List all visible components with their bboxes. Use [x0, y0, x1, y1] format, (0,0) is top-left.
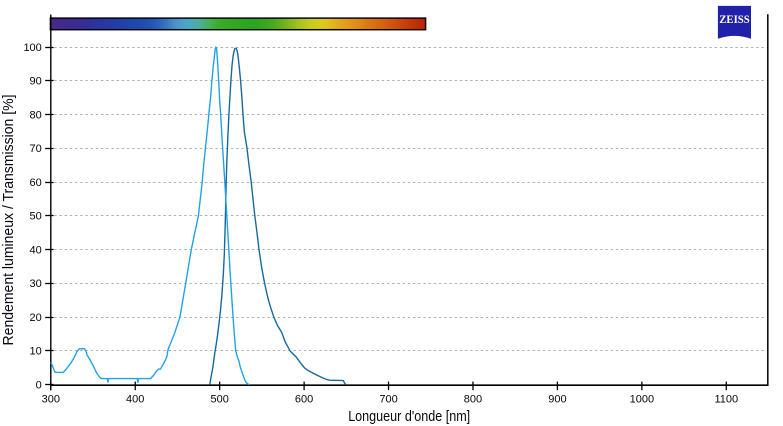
svg-text:0: 0: [36, 380, 42, 392]
svg-text:700: 700: [379, 394, 397, 406]
svg-text:600: 600: [295, 394, 313, 406]
svg-text:50: 50: [30, 211, 42, 223]
svg-text:70: 70: [30, 143, 42, 155]
svg-text:90: 90: [30, 76, 42, 88]
svg-text:500: 500: [210, 394, 228, 406]
svg-text:800: 800: [464, 394, 482, 406]
svg-text:Longueur d'onde [nm]: Longueur d'onde [nm]: [348, 408, 470, 425]
svg-text:40: 40: [30, 244, 42, 256]
svg-text:ZEISS: ZEISS: [719, 12, 750, 26]
svg-text:30: 30: [30, 278, 42, 290]
svg-text:20: 20: [30, 312, 42, 324]
svg-text:100: 100: [23, 42, 41, 54]
svg-text:Rendement lumineux / Transmiss: Rendement lumineux / Transmission [%]: [0, 95, 17, 346]
svg-text:80: 80: [30, 109, 42, 121]
svg-text:300: 300: [42, 394, 60, 406]
svg-text:900: 900: [548, 394, 566, 406]
svg-text:1000: 1000: [630, 394, 654, 406]
svg-text:10: 10: [30, 346, 42, 358]
svg-text:60: 60: [30, 177, 42, 189]
svg-text:1100: 1100: [714, 394, 738, 406]
svg-text:400: 400: [126, 394, 144, 406]
